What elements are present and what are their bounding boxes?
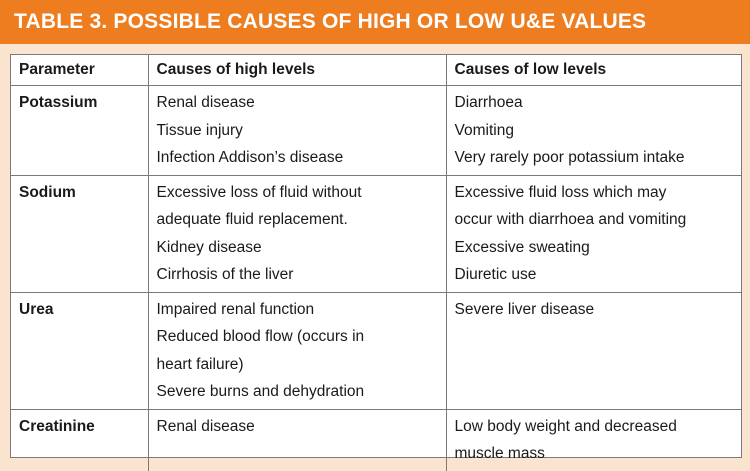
high-cause: adequate fluid replacement. <box>156 211 348 228</box>
low-cause: occur with diarrhoea and vomiting <box>454 211 687 228</box>
high-cause: Tissue injury <box>156 121 243 139</box>
row-parameter: Creatinine <box>11 408 149 471</box>
causes-table: Parameter Causes of high levels Causes o… <box>11 55 741 471</box>
table-row: Potassium Renal disease Tissue injury In… <box>11 85 741 176</box>
low-cause: Diarrhoea <box>454 94 523 111</box>
row-high-causes: Excessive loss of fluid without adequate… <box>147 174 447 293</box>
high-cause: Infection Addison’s disease <box>156 149 344 166</box>
parameter-name: Potassium <box>19 94 98 111</box>
row-parameter: Potassium <box>11 85 149 176</box>
row-low-causes: Low body weight and decreased muscle mas… <box>445 408 741 471</box>
title-bar: TABLE 3. POSSIBLE CAUSES OF HIGH OR LOW … <box>0 0 750 44</box>
parameter-name: Urea <box>19 300 54 318</box>
high-cause: Impaired renal function <box>156 300 315 318</box>
row-high-causes: Impaired renal function Reduced blood fl… <box>147 291 447 410</box>
high-cause: Excessive loss of fluid without <box>156 183 362 201</box>
low-cause: Vomiting <box>454 121 514 139</box>
row-parameter: Sodium <box>11 174 149 293</box>
low-cause: Excessive fluid loss which may <box>454 183 667 201</box>
row-low-causes: Severe liver disease <box>445 291 741 410</box>
header-row: Parameter Causes of high levels Causes o… <box>11 55 741 86</box>
header-high: Causes of high levels <box>147 55 447 86</box>
table-row: Sodium Excessive loss of fluid without a… <box>11 174 741 293</box>
high-cause: Kidney disease <box>156 238 262 256</box>
low-cause: Severe liver disease <box>454 300 595 318</box>
high-cause: heart failure) <box>156 355 244 373</box>
low-cause: Low body weight and decreased <box>454 417 677 435</box>
parameter-name: Creatinine <box>19 417 95 435</box>
low-cause: Very rarely poor potassium intake <box>454 149 685 166</box>
high-cause: Severe burns and dehydration <box>156 383 365 400</box>
table-title: TABLE 3. POSSIBLE CAUSES OF HIGH OR LOW … <box>14 10 647 33</box>
high-cause: Renal disease <box>156 417 255 435</box>
header-parameter: Parameter <box>11 55 149 86</box>
table-row: Creatinine Renal disease Low body weight… <box>11 408 741 471</box>
row-low-causes: Excessive fluid loss which may occur wit… <box>445 174 741 293</box>
header-low: Causes of low levels <box>445 55 741 86</box>
table-panel: Parameter Causes of high levels Causes o… <box>10 54 742 471</box>
row-high-causes: Renal disease Tissue injury Infection Ad… <box>147 85 447 176</box>
high-cause: Cirrhosis of the liver <box>156 266 294 283</box>
parameter-name: Sodium <box>19 183 76 201</box>
row-parameter: Urea <box>11 291 149 410</box>
table-row: Urea Impaired renal function Reduced blo… <box>11 291 741 410</box>
high-cause: Renal disease <box>156 94 255 111</box>
row-high-causes: Renal disease <box>147 408 447 471</box>
high-cause: Reduced blood flow (occurs in <box>156 328 365 345</box>
low-cause: Excessive sweating <box>454 238 590 256</box>
row-low-causes: Diarrhoea Vomiting Very rarely poor pota… <box>445 85 741 176</box>
low-cause: muscle mass <box>454 445 545 462</box>
low-cause: Diuretic use <box>454 266 537 283</box>
